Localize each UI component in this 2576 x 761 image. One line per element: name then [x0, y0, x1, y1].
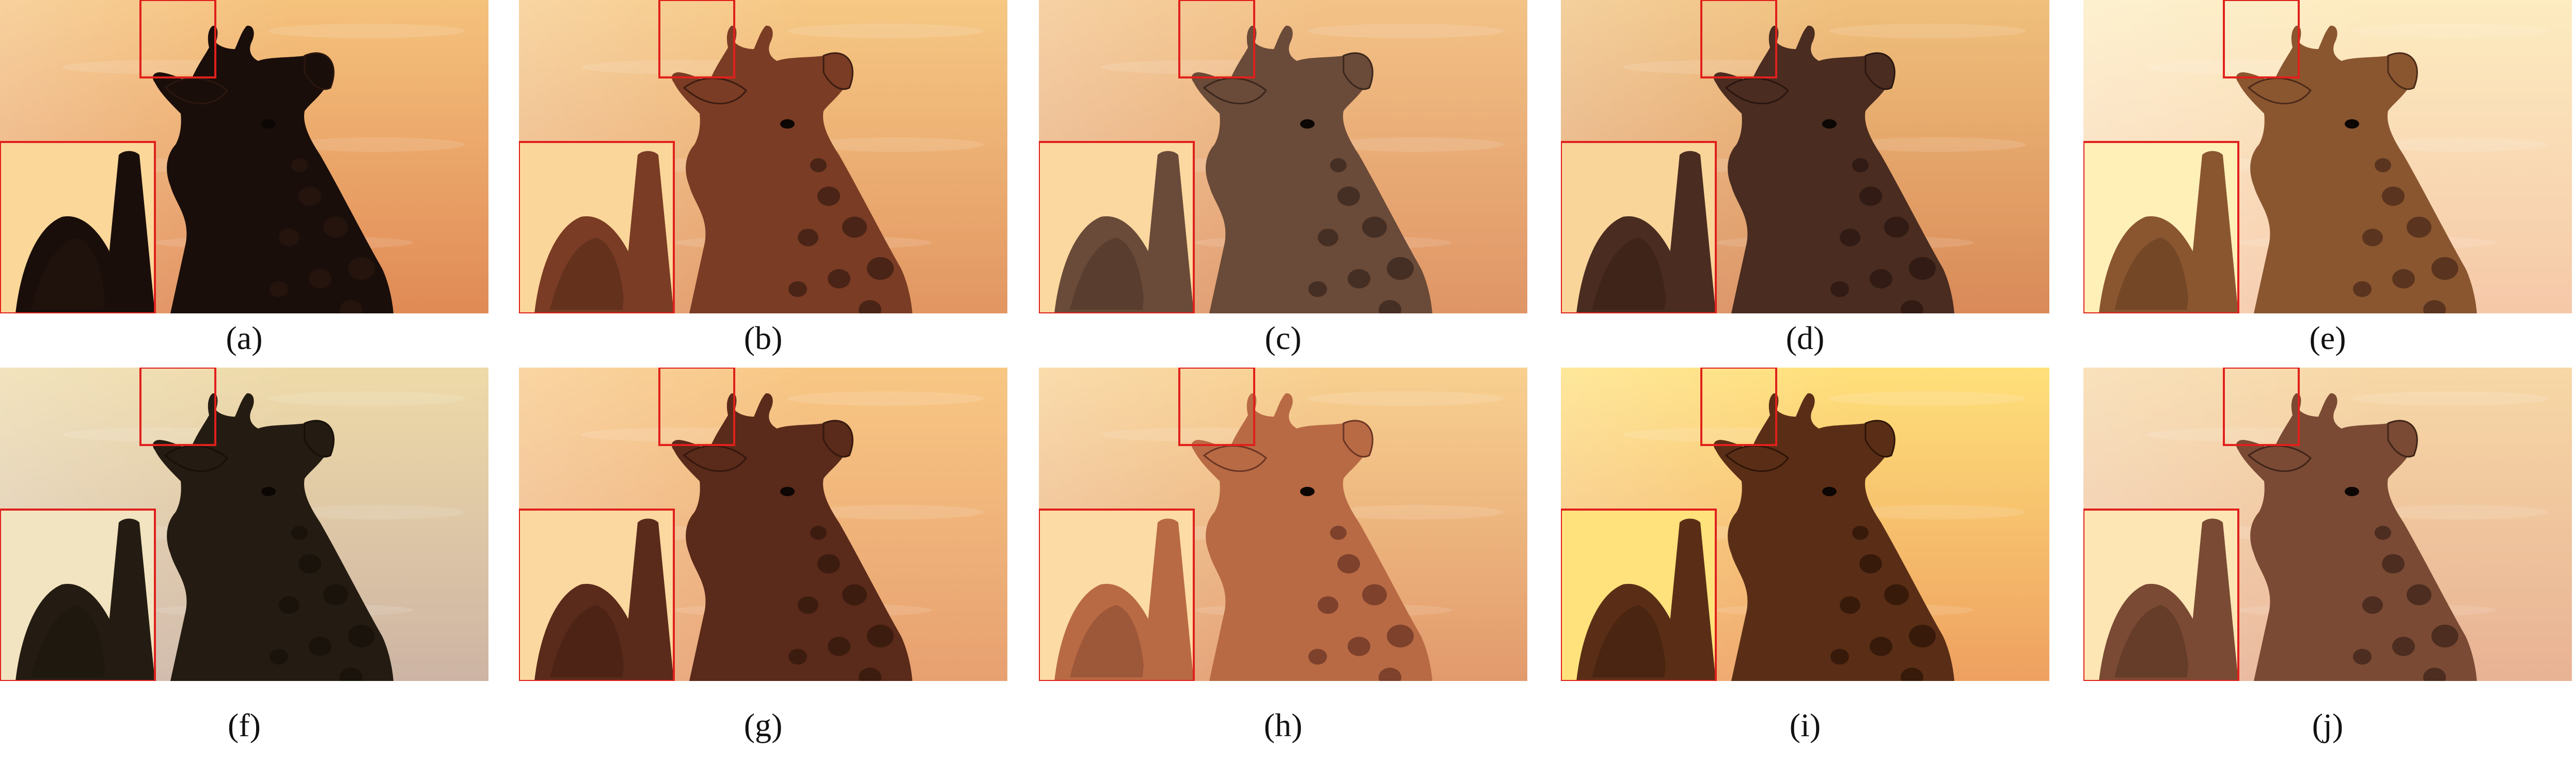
giraffe-scene [0, 368, 488, 681]
zoom-region-box [2223, 368, 2300, 446]
zoom-inset [2083, 509, 2239, 681]
giraffe-scene [1039, 0, 1527, 313]
zoom-region-box [658, 368, 735, 446]
giraffe-scene [2083, 368, 2572, 681]
subfigure-label-i: (i) [1789, 707, 1821, 743]
result-image-c [1039, 0, 1527, 313]
result-image-j [2083, 368, 2572, 681]
zoom-inset [0, 141, 156, 313]
giraffe-scene [519, 368, 1007, 681]
zoom-inset [1561, 141, 1717, 313]
subfigure-label-h: (h) [1263, 707, 1303, 743]
giraffe-scene [1561, 0, 2049, 313]
zoom-region-box [139, 368, 216, 446]
result-image-b [519, 0, 1007, 313]
result-image-i [1561, 368, 2049, 681]
result-image-h [1039, 368, 1527, 681]
result-image-g [519, 368, 1007, 681]
result-image-f [0, 368, 488, 681]
subfigure-label-j: (j) [2312, 707, 2344, 743]
zoom-inset [1039, 509, 1195, 681]
zoom-region-box [1178, 368, 1255, 446]
zoom-inset [0, 509, 156, 681]
result-image-a [0, 0, 488, 313]
giraffe-scene [519, 0, 1007, 313]
zoom-inset [519, 509, 675, 681]
zoom-region-box [139, 0, 216, 78]
zoom-region-box [658, 0, 735, 78]
subfigure-label-c: (c) [1265, 320, 1302, 356]
giraffe-scene [0, 0, 488, 313]
result-image-e [2083, 0, 2572, 313]
zoom-inset [1039, 141, 1195, 313]
subfigure-label-f: (f) [228, 707, 261, 743]
subfigure-label-b: (b) [744, 320, 783, 356]
giraffe-scene [2083, 0, 2572, 313]
zoom-inset [2083, 141, 2239, 313]
zoom-region-box [1700, 0, 1777, 78]
giraffe-scene [1039, 368, 1527, 681]
zoom-inset [1561, 509, 1717, 681]
zoom-region-box [2223, 0, 2300, 78]
subfigure-label-a: (a) [226, 320, 263, 356]
zoom-inset [519, 141, 675, 313]
subfigure-label-e: (e) [2309, 320, 2346, 356]
zoom-region-box [1700, 368, 1777, 446]
giraffe-scene [1561, 368, 2049, 681]
zoom-region-box [1178, 0, 1255, 78]
subfigure-label-d: (d) [1785, 320, 1825, 356]
subfigure-label-g: (g) [744, 707, 783, 743]
result-image-d [1561, 0, 2049, 313]
